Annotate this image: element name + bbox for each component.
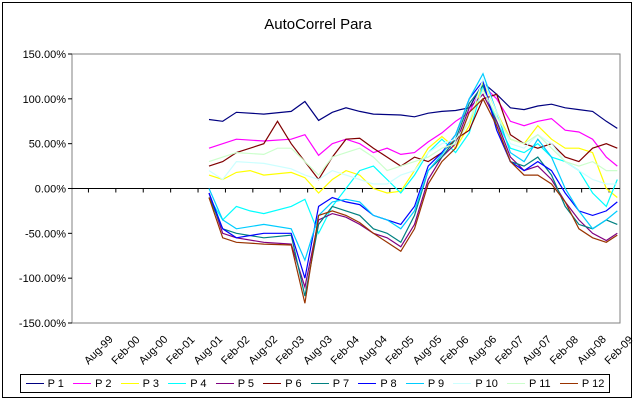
legend-item: P 3	[120, 377, 159, 390]
x-tick-label: Feb-01	[164, 334, 197, 367]
legend-swatch	[453, 383, 472, 384]
x-tick-label: Feb-05	[383, 334, 416, 367]
x-tick-label: Feb-02	[219, 334, 252, 367]
legend-swatch	[559, 383, 578, 384]
legend-item: P 10	[453, 377, 498, 390]
legend-item: P 2	[73, 378, 111, 390]
x-tick-label: Feb-00	[109, 334, 142, 367]
y-tick-label: 100.00%	[23, 94, 67, 106]
y-tick-label: -50.00%	[25, 228, 66, 240]
legend-label: P 2	[95, 377, 112, 390]
y-tick-label: 50.00%	[29, 139, 67, 151]
x-tick-label: Feb-09	[603, 334, 636, 367]
legend-item: P 6	[263, 377, 302, 390]
legend-label: P 5	[237, 377, 255, 390]
legend-swatch	[405, 383, 424, 384]
x-tick-label: Aug-02	[246, 334, 280, 368]
series-line	[208, 77, 618, 185]
legend-swatch	[263, 383, 282, 384]
legend-label: P 3	[142, 377, 159, 390]
y-tick-label: -100.00%	[19, 273, 66, 285]
legend-label: P 12	[581, 377, 605, 390]
legend-swatch	[25, 383, 44, 384]
x-tick-label: Aug-05	[411, 334, 445, 368]
legend-item: P 5	[215, 377, 255, 390]
series-line	[208, 81, 618, 129]
x-tick-label: Feb-07	[493, 334, 526, 367]
chart-legend: P 1 P 2 P 3 P 4 P 5 P 6 P 7 P 8 P 9 P 10 P 11 P 12	[20, 374, 610, 393]
legend-label: P 8	[380, 377, 397, 390]
x-tick-label: Aug-07	[520, 334, 554, 368]
legend-swatch	[507, 383, 526, 384]
x-tick-label: Aug-99	[82, 334, 116, 368]
legend-label: P 4	[190, 377, 207, 390]
legend-label: P 9	[427, 377, 445, 390]
y-tick-label: 0.00%	[35, 184, 66, 196]
legend-swatch	[120, 383, 139, 384]
x-tick-label: Aug-03	[301, 334, 335, 368]
legend-label: P 7	[332, 377, 350, 390]
x-tick-label: Aug-00	[137, 334, 171, 368]
legend-item: P 9	[405, 377, 445, 390]
series-line	[208, 79, 618, 198]
chart-title: AutoCorrel Para	[264, 16, 372, 33]
legend-item: P 8	[358, 377, 397, 390]
legend-swatch	[310, 383, 329, 384]
legend-swatch	[73, 383, 92, 384]
legend-swatch	[168, 383, 187, 384]
legend-swatch	[358, 383, 377, 384]
chart-frame	[2, 2, 632, 398]
legend-label: P 1	[47, 377, 64, 390]
legend-item: P 12	[559, 377, 605, 390]
series-line	[208, 88, 618, 177]
legend-label: P 11	[529, 377, 551, 390]
x-tick-label: Feb-04	[329, 334, 362, 367]
legend-label: P 10	[475, 377, 498, 390]
series-line	[208, 97, 618, 304]
x-tick-label: Feb-03	[274, 334, 307, 367]
x-tick-label: Aug-06	[466, 334, 500, 368]
series-line	[208, 79, 618, 279]
y-tick-label: -150.00%	[19, 318, 66, 330]
x-tick-label: Feb-08	[548, 334, 581, 367]
legend-item: P 11	[507, 378, 551, 390]
series-line	[208, 83, 618, 235]
y-tick-label: 150.00%	[23, 49, 67, 61]
x-tick-label: Aug-08	[575, 334, 609, 368]
legend-swatch	[215, 383, 234, 384]
legend-label: P 6	[285, 377, 302, 390]
x-tick-label: Feb-06	[438, 334, 471, 367]
legend-item: P 1	[25, 377, 64, 390]
x-tick-label: Aug-01	[192, 334, 226, 368]
legend-item: P 4	[168, 377, 207, 390]
legend-item: P 7	[310, 377, 350, 390]
series-line	[208, 84, 618, 167]
series-line	[208, 72, 618, 262]
x-tick-label: Aug-04	[356, 334, 390, 368]
